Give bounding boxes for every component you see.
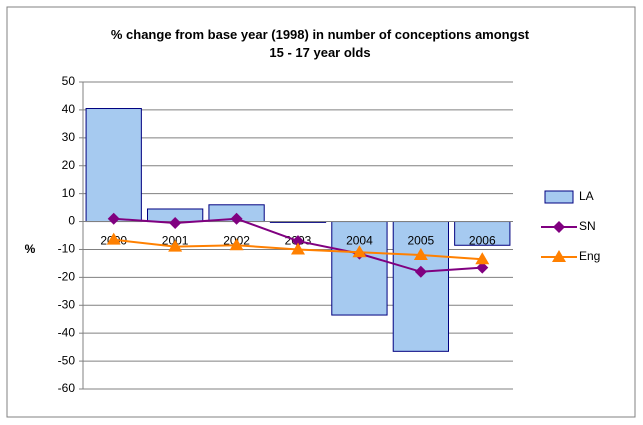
y-tick-label: 30 bbox=[62, 130, 76, 144]
point-marker bbox=[229, 238, 244, 251]
legend-label: Eng bbox=[579, 249, 600, 263]
point-marker bbox=[352, 245, 367, 258]
y-tick-label: 20 bbox=[62, 158, 76, 172]
point-marker bbox=[107, 212, 120, 225]
point-marker bbox=[552, 250, 566, 262]
point-marker bbox=[168, 239, 183, 252]
point-marker bbox=[106, 232, 121, 245]
point-marker bbox=[475, 252, 490, 265]
y-tick-label: 10 bbox=[62, 186, 76, 200]
x-tick-label: 2006 bbox=[469, 234, 496, 248]
y-tick-label: -30 bbox=[58, 297, 76, 311]
legend-swatch bbox=[544, 190, 574, 204]
point-marker bbox=[292, 235, 304, 248]
y-tick-label: 0 bbox=[68, 214, 75, 228]
point-marker bbox=[413, 248, 428, 261]
point-marker bbox=[291, 242, 305, 255]
bar bbox=[392, 221, 450, 352]
y-tick-label: 50 bbox=[62, 74, 76, 88]
y-tick-label: -50 bbox=[58, 353, 76, 367]
point-marker bbox=[414, 265, 427, 278]
y-axis-label: % bbox=[25, 242, 36, 256]
point-marker bbox=[230, 212, 243, 225]
y-tick-label: -10 bbox=[58, 242, 76, 256]
x-tick-label: 2004 bbox=[346, 234, 373, 248]
y-tick-label: -40 bbox=[58, 325, 76, 339]
point-marker bbox=[169, 216, 182, 229]
legend-label: SN bbox=[579, 219, 596, 233]
point-marker bbox=[476, 261, 489, 274]
y-tick-label: 40 bbox=[62, 102, 76, 116]
chart-title: % change from base year (1998) in number… bbox=[110, 27, 530, 60]
y-tick-label: -20 bbox=[58, 270, 76, 284]
x-tick-label: 2005 bbox=[408, 234, 435, 248]
legend-label: LA bbox=[579, 189, 594, 203]
point-marker bbox=[553, 221, 565, 233]
bar bbox=[85, 108, 142, 223]
y-tick-label: -60 bbox=[58, 381, 76, 395]
